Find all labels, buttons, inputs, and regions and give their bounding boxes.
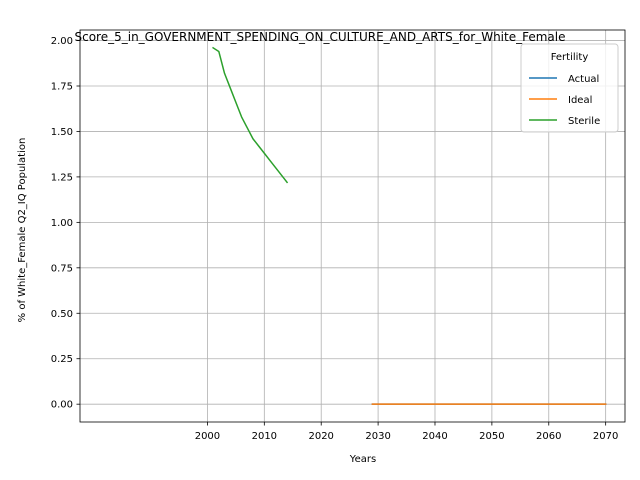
x-tick-label: 2040 [422, 431, 447, 442]
x-axis: 2000 2010 2020 2030 2040 2050 2060 2070 [195, 422, 618, 442]
series-line-sterile [212, 46, 289, 184]
x-axis-label: Years [349, 454, 376, 465]
legend-title: Fertility [551, 52, 589, 63]
legend-box [520, 43, 619, 133]
y-tick-label: 0.00 [51, 400, 73, 411]
x-tick-label: 2070 [593, 431, 618, 442]
y-tick-label: 0.25 [51, 354, 73, 365]
y-tick-label: 1.75 [51, 82, 73, 93]
x-tick-label: 2010 [252, 431, 277, 442]
x-tick-label: 2020 [308, 431, 333, 442]
y-tick-label: 1.50 [51, 127, 73, 138]
x-tick-label: 2060 [536, 431, 561, 442]
plot-area-frame [79, 29, 626, 423]
chart-title: Score_5_in_GOVERNMENT_SPENDING_ON_CULTUR… [74, 30, 565, 44]
series-layer [212, 46, 607, 405]
legend-label-sterile: Sterile [568, 116, 600, 127]
y-tick-label: 0.50 [51, 309, 73, 320]
y-tick-label: 2.00 [51, 36, 73, 47]
y-tick-label: 1.00 [51, 218, 73, 229]
x-tick-label: 2050 [479, 431, 504, 442]
y-tick-label: 0.75 [51, 263, 73, 274]
x-tick-label: 2030 [365, 431, 390, 442]
legend-label-actual: Actual [568, 74, 599, 85]
legend-label-ideal: Ideal [568, 95, 592, 106]
x-tick-label: 2000 [195, 431, 220, 442]
y-tick-label: 1.25 [51, 172, 73, 183]
y-axis: 0.00 0.25 0.50 0.75 1.00 1.25 1.50 1.75 2.00 [51, 36, 80, 411]
y-axis-label: % of White_Female Q2_IQ Population [17, 138, 28, 323]
legend: Fertility Actual Ideal Sterile [520, 43, 619, 133]
